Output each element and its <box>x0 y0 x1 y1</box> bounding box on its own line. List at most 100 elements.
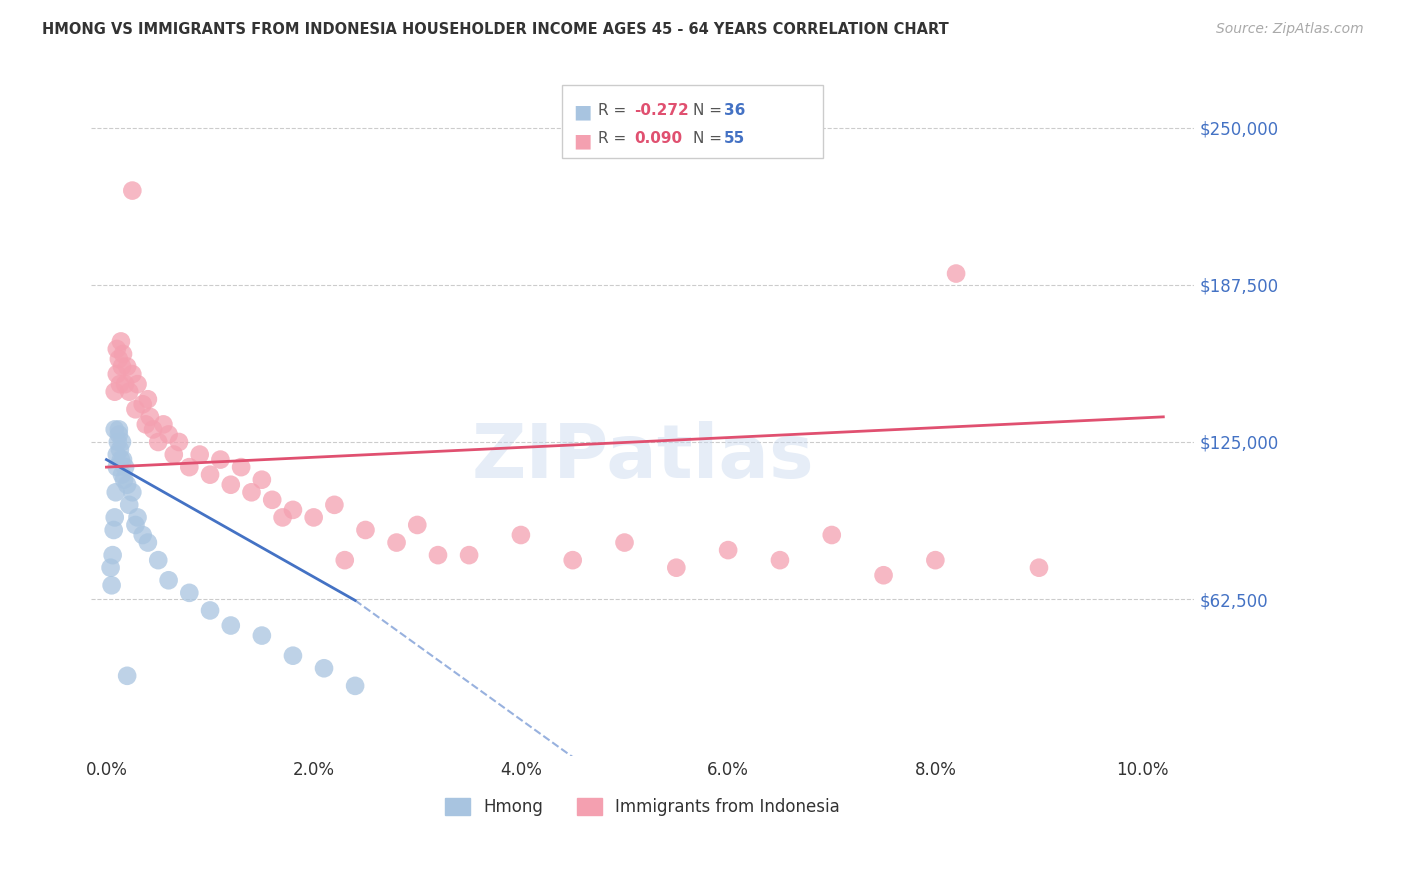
Point <box>354 523 377 537</box>
Point <box>561 553 583 567</box>
Point <box>111 359 134 374</box>
Point <box>717 543 740 558</box>
Point <box>108 351 131 366</box>
Point <box>271 510 294 524</box>
Point <box>121 184 143 198</box>
Point <box>769 553 792 567</box>
Point <box>148 435 170 450</box>
Text: R =: R = <box>598 131 631 146</box>
Point <box>108 377 131 392</box>
Point <box>665 560 688 574</box>
Point <box>108 427 131 442</box>
Point <box>108 442 131 457</box>
Point <box>135 417 157 432</box>
Point <box>209 452 232 467</box>
Point <box>105 448 128 462</box>
Point <box>104 510 127 524</box>
Point <box>458 548 481 562</box>
Point <box>118 384 141 399</box>
Point <box>111 347 134 361</box>
Point <box>111 452 134 467</box>
Point <box>100 578 122 592</box>
Point <box>262 492 284 507</box>
Point <box>124 518 146 533</box>
Point <box>219 477 242 491</box>
Text: N =: N = <box>693 103 727 118</box>
Point <box>105 367 128 381</box>
Point <box>821 528 844 542</box>
Point <box>427 548 450 562</box>
Point <box>118 498 141 512</box>
Point <box>333 553 356 567</box>
Point <box>281 503 304 517</box>
Point <box>250 629 273 643</box>
Point <box>104 422 127 436</box>
Legend: Hmong, Immigrants from Indonesia: Hmong, Immigrants from Indonesia <box>439 791 846 822</box>
Point <box>127 377 149 392</box>
Point <box>406 518 429 533</box>
Point <box>142 422 165 436</box>
Point <box>114 460 136 475</box>
Point <box>613 535 636 549</box>
Point <box>323 498 346 512</box>
Text: ■: ■ <box>574 131 592 150</box>
Point <box>302 510 325 524</box>
Point <box>179 460 201 475</box>
Point <box>179 586 201 600</box>
Point <box>107 435 129 450</box>
Point <box>131 528 153 542</box>
Point <box>198 603 221 617</box>
Point <box>110 452 132 467</box>
Text: HMONG VS IMMIGRANTS FROM INDONESIA HOUSEHOLDER INCOME AGES 45 - 64 YEARS CORRELA: HMONG VS IMMIGRANTS FROM INDONESIA HOUSE… <box>42 22 949 37</box>
Point <box>127 510 149 524</box>
Point <box>101 548 124 562</box>
Point <box>111 435 134 450</box>
Text: 55: 55 <box>724 131 745 146</box>
Point <box>100 560 122 574</box>
Text: -0.272: -0.272 <box>634 103 689 118</box>
Point <box>312 661 335 675</box>
Point <box>104 485 127 500</box>
Point <box>124 402 146 417</box>
Text: 0.090: 0.090 <box>634 131 682 146</box>
Text: ■: ■ <box>574 103 592 121</box>
Text: 36: 36 <box>724 103 745 118</box>
Point <box>115 359 138 374</box>
Point <box>148 553 170 567</box>
Point <box>1028 560 1050 574</box>
Text: Source: ZipAtlas.com: Source: ZipAtlas.com <box>1216 22 1364 37</box>
Point <box>924 553 946 567</box>
Point <box>281 648 304 663</box>
Point <box>112 473 135 487</box>
Point <box>111 467 134 482</box>
Point <box>219 618 242 632</box>
Point <box>131 397 153 411</box>
Point <box>110 334 132 349</box>
Text: N =: N = <box>693 131 727 146</box>
Point <box>250 473 273 487</box>
Point <box>139 409 162 424</box>
Point <box>103 523 125 537</box>
Point <box>104 384 127 399</box>
Point <box>157 574 180 588</box>
Point <box>115 477 138 491</box>
Text: ZIPatlas: ZIPatlas <box>471 421 814 494</box>
Point <box>163 448 186 462</box>
Point <box>114 377 136 392</box>
Point <box>231 460 253 475</box>
Point <box>136 535 159 549</box>
Point <box>105 342 128 356</box>
Point <box>115 669 138 683</box>
Point <box>188 448 211 462</box>
Point <box>121 485 143 500</box>
Point <box>198 467 221 482</box>
Point <box>344 679 367 693</box>
Text: R =: R = <box>598 103 631 118</box>
Point <box>121 367 143 381</box>
Point <box>872 568 894 582</box>
Point <box>157 427 180 442</box>
Point <box>105 460 128 475</box>
Point <box>108 422 131 436</box>
Point <box>240 485 263 500</box>
Point <box>509 528 531 542</box>
